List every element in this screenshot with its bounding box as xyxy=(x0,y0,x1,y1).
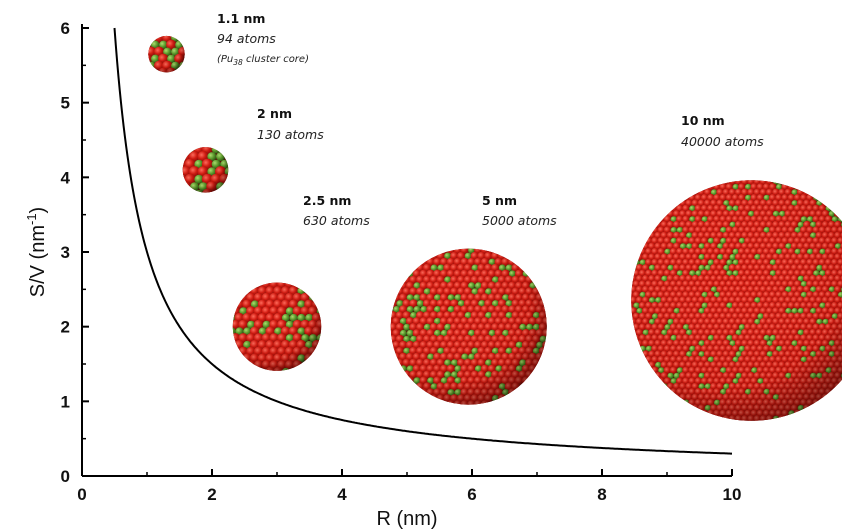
x-tick-label: 0 xyxy=(77,485,86,504)
cluster-4-size: 5 nm xyxy=(482,193,517,208)
cluster-sphere-1 xyxy=(148,35,185,73)
x-tick-label: 2 xyxy=(207,485,216,504)
x-tick-label: 10 xyxy=(723,485,742,504)
cluster-1-note: (Pu38 cluster core) xyxy=(217,54,309,67)
y-tick-label: 6 xyxy=(61,19,70,38)
y-axis-title: S/V (nm-1) xyxy=(24,207,49,297)
cluster-shading xyxy=(631,180,842,421)
y-tick-label: 5 xyxy=(61,94,70,113)
cluster-annotations: 1.1 nm 94 atoms (Pu38 cluster core) 2 nm… xyxy=(217,11,764,228)
y-tick-label: 1 xyxy=(61,392,70,411)
y-axis-title-exponent: -1 xyxy=(24,213,39,225)
x-ticks: 0 2 4 6 8 10 xyxy=(77,469,741,504)
cluster-shading xyxy=(148,35,185,73)
cluster-4-atoms: 5000 atoms xyxy=(482,213,557,228)
y-axis-title-main: S/V (nm xyxy=(27,225,49,297)
cluster-shading xyxy=(390,248,547,405)
cluster-1-size: 1.1 nm xyxy=(217,11,265,26)
x-axis-title: R (nm) xyxy=(376,508,437,529)
y-tick-label: 2 xyxy=(61,318,70,337)
y-tick-label: 0 xyxy=(61,467,70,486)
x-tick-label: 4 xyxy=(337,485,347,504)
cluster-2-atoms: 130 atoms xyxy=(257,127,324,142)
cluster-sphere-4 xyxy=(390,248,547,405)
y-axis-title-close: ) xyxy=(27,207,49,214)
x-tick-label: 6 xyxy=(467,485,476,504)
cluster-1-note-post: cluster core) xyxy=(243,54,309,65)
cluster-5-size: 10 nm xyxy=(681,113,725,128)
axes xyxy=(81,24,732,477)
cluster-sphere-2 xyxy=(182,147,229,193)
y-tick-label: 4 xyxy=(61,168,71,187)
x-tick-label: 8 xyxy=(597,485,606,504)
cluster-5-atoms: 40000 atoms xyxy=(681,134,764,149)
cluster-shading xyxy=(182,147,229,193)
cluster-3-atoms: 630 atoms xyxy=(303,213,370,228)
cluster-shading xyxy=(232,282,322,371)
cluster-sphere-5 xyxy=(631,180,842,421)
cluster-1-note-pre: (Pu xyxy=(217,54,233,65)
sv-curve-line xyxy=(113,27,732,455)
cluster-1-note-sub: 38 xyxy=(233,58,243,67)
y-tick-label: 3 xyxy=(61,243,70,262)
cluster-2-size: 2 nm xyxy=(257,106,292,121)
y-ticks: 0 1 2 3 4 5 6 xyxy=(61,19,89,486)
cluster-1-atoms: 94 atoms xyxy=(217,31,276,46)
cluster-3-size: 2.5 nm xyxy=(303,193,351,208)
cluster-sphere-3 xyxy=(232,282,322,371)
cluster-images xyxy=(148,35,842,421)
